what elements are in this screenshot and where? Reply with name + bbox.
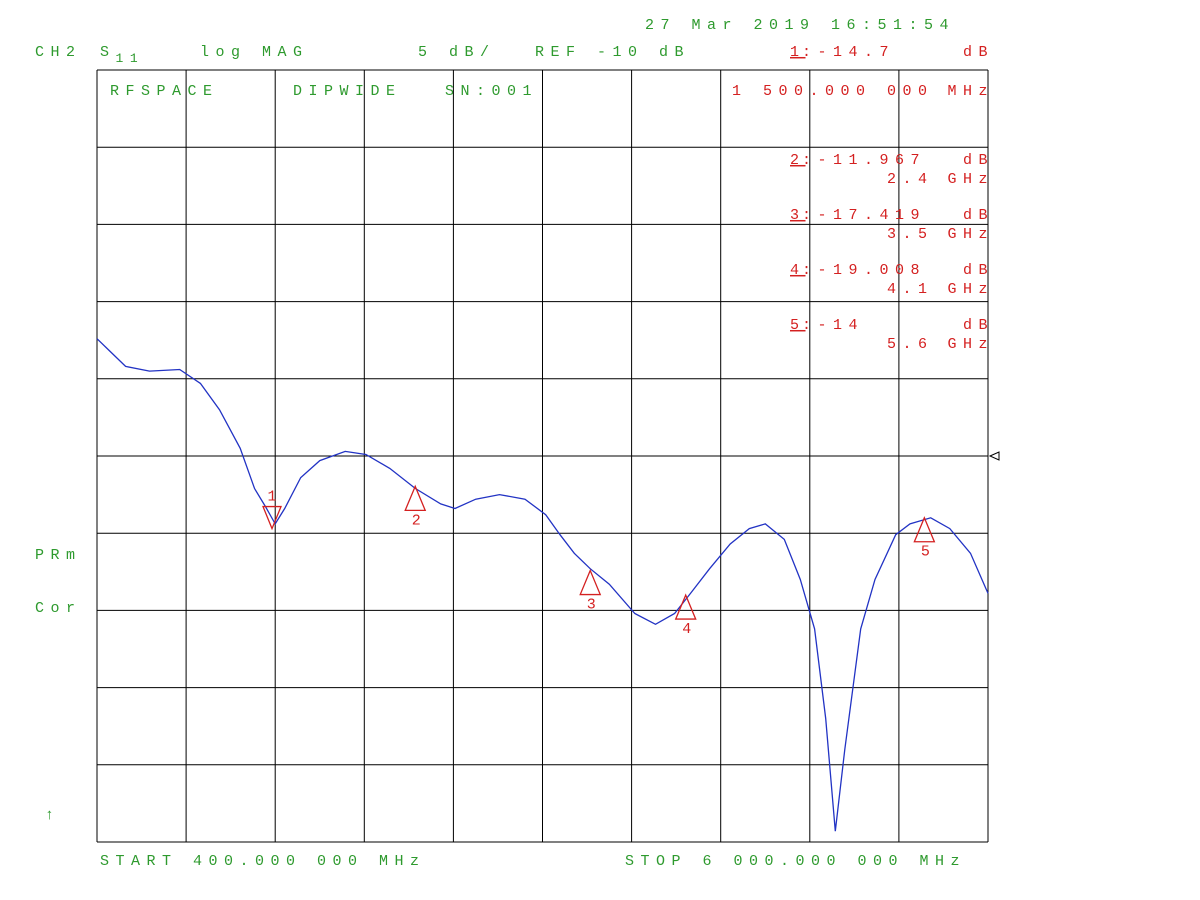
stop-label: STOP 6 000.000 000 MHz [625,853,966,870]
marker-readout: 1 [790,44,806,61]
scale: 5 dB/ [418,44,496,61]
start-label: START 400.000 000 MHz [100,853,426,870]
date: 27 Mar 2019 16:51:54 [645,17,955,34]
marker-freq: 2.4 GHz [887,171,994,188]
marker-unit: dB [963,207,994,224]
freq-unit: GHz [947,281,994,298]
channel: CH2 [35,44,82,61]
param: S11 [100,44,144,66]
marker-unit: dB [963,262,994,279]
marker [674,593,697,620]
marker-readout: 4 [790,262,806,279]
marker-readout: 5 [790,317,806,334]
status: Cor [35,600,82,617]
subtitle: DIPWIDE [293,83,402,100]
serial: SN:001 [445,83,538,100]
arrow: ↑ [45,807,61,824]
freq-unit: MHz [947,83,994,100]
freq-unit: GHz [947,336,994,353]
marker-readout: 2 [790,152,806,169]
freq-value: 2.4 [887,171,934,188]
marker-freq: 4.1 GHz [887,281,994,298]
marker-value: :-14.7 [802,44,895,61]
marker-unit: dB [963,44,994,61]
marker-freq: 1 500.000 000 MHz [732,83,994,100]
marker [262,505,282,531]
marker-readout: 3 [790,207,806,224]
status: PRm [35,547,82,564]
marker [579,568,602,596]
marker-value: :-14 [802,317,864,334]
marker-value: :-11.967 [802,152,926,169]
ref-indicator [988,451,1000,461]
marker-value: :-17.419 [802,207,926,224]
freq-value: 4.1 [887,281,934,298]
ref: REF -10 dB [535,44,690,61]
marker [404,484,427,512]
format: log MAG [200,44,309,61]
marker-unit: dB [963,152,994,169]
marker-freq: 3.5 GHz [887,226,994,243]
marker-id: 3 [587,597,596,614]
param-sub: 11 [116,51,145,66]
freq-unit: GHz [947,226,994,243]
marker [913,516,936,543]
marker-id: 1 [268,489,277,506]
marker-value: :-19.008 [802,262,926,279]
marker-id: 5 [921,544,930,561]
param-name: S [100,44,116,61]
marker-unit: dB [963,317,994,334]
freq-value: 3.5 [887,226,934,243]
title: RFSPACE [110,83,219,100]
freq-value: 1 500.000 000 [732,83,934,100]
marker-id: 2 [412,512,421,529]
marker-id: 4 [682,621,691,638]
freq-unit: GHz [947,171,994,188]
freq-value: 5.6 [887,336,934,353]
trace [96,338,989,832]
marker-freq: 5.6 GHz [887,336,994,353]
